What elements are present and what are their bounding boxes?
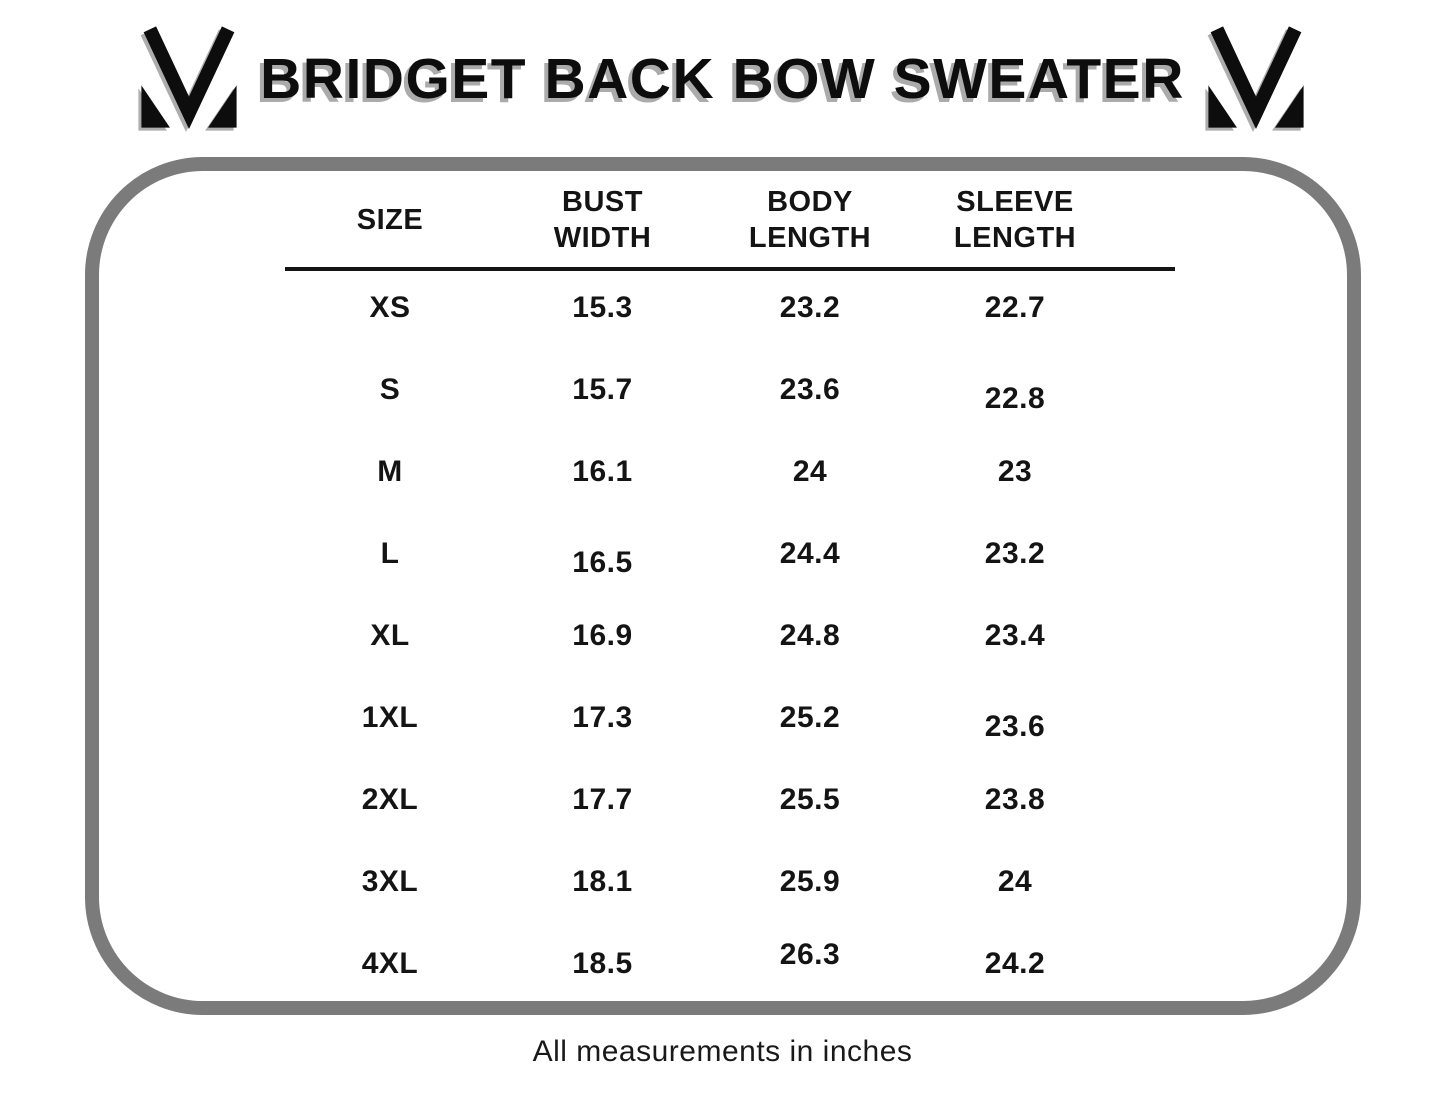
sleeve-length-value: 23.2 [984,537,1046,570]
body-length-value: 23.2 [779,291,841,324]
sleeve-length-value: 23.8 [984,783,1046,816]
sleeve-length-value: 24 [997,865,1033,898]
bust-width-value: 16.9 [572,619,633,652]
sleeve-length-value: 22.7 [984,291,1046,324]
sleeve-length-value: 22.8 [984,382,1046,415]
measurements-note: All measurements in inches [532,1035,913,1068]
size-label: S [379,373,401,406]
body-length-value: 23.6 [779,373,841,406]
bust-width-value: 18.5 [572,947,633,980]
size-label: XS [369,291,411,324]
body-length-value: 25.2 [779,701,841,734]
bust-width-value: 17.3 [572,701,633,734]
sleeve-length-value: 23 [997,455,1033,488]
column-header-body-length: BODY LENGTH [748,185,872,254]
bust-width-value: 15.7 [572,373,633,406]
size-label: M [377,455,403,488]
size-label: L [380,537,400,570]
sleeve-length-value: 24.2 [984,947,1046,980]
body-length-value: 26.3 [779,938,841,971]
column-header-sleeve-length: SLEEVE LENGTH [953,185,1077,254]
column-header-size: SIZE [356,203,424,236]
bust-width-value: 16.1 [572,455,633,488]
bust-width-value: 15.3 [572,291,633,324]
size-label: XL [370,619,410,652]
m-logo-icon-left [134,26,244,132]
size-label: 3XL [361,865,419,898]
body-length-value: 25.9 [779,865,841,898]
sleeve-length-value: 23.4 [984,619,1046,652]
brand-header: BRIDGET BACK BOW SWEATER [0,20,1445,138]
body-length-value: 24.4 [779,537,841,570]
bust-width-value: 17.7 [572,783,633,816]
size-label: 2XL [361,783,419,816]
column-header-bust-width: BUST WIDTH [553,185,652,254]
size-chart-box: SIZE BUST WIDTH BODY LENGTH SLEEVE LENGT… [85,157,1361,1015]
size-label: 1XL [361,701,419,734]
size-label: 4XL [361,947,419,980]
m-logo-icon-right [1201,26,1311,132]
page-title: BRIDGET BACK BOW SWEATER [260,47,1185,111]
body-length-value: 25.5 [779,783,841,816]
body-length-value: 24 [792,455,828,488]
sleeve-length-value: 23.6 [984,710,1046,743]
size-table: SIZE BUST WIDTH BODY LENGTH SLEEVE LENGT… [285,173,1120,1005]
bust-width-value: 18.1 [572,865,633,898]
header-divider-line [285,267,1175,271]
body-length-value: 24.8 [779,619,841,652]
bust-width-value: 16.5 [572,546,633,579]
